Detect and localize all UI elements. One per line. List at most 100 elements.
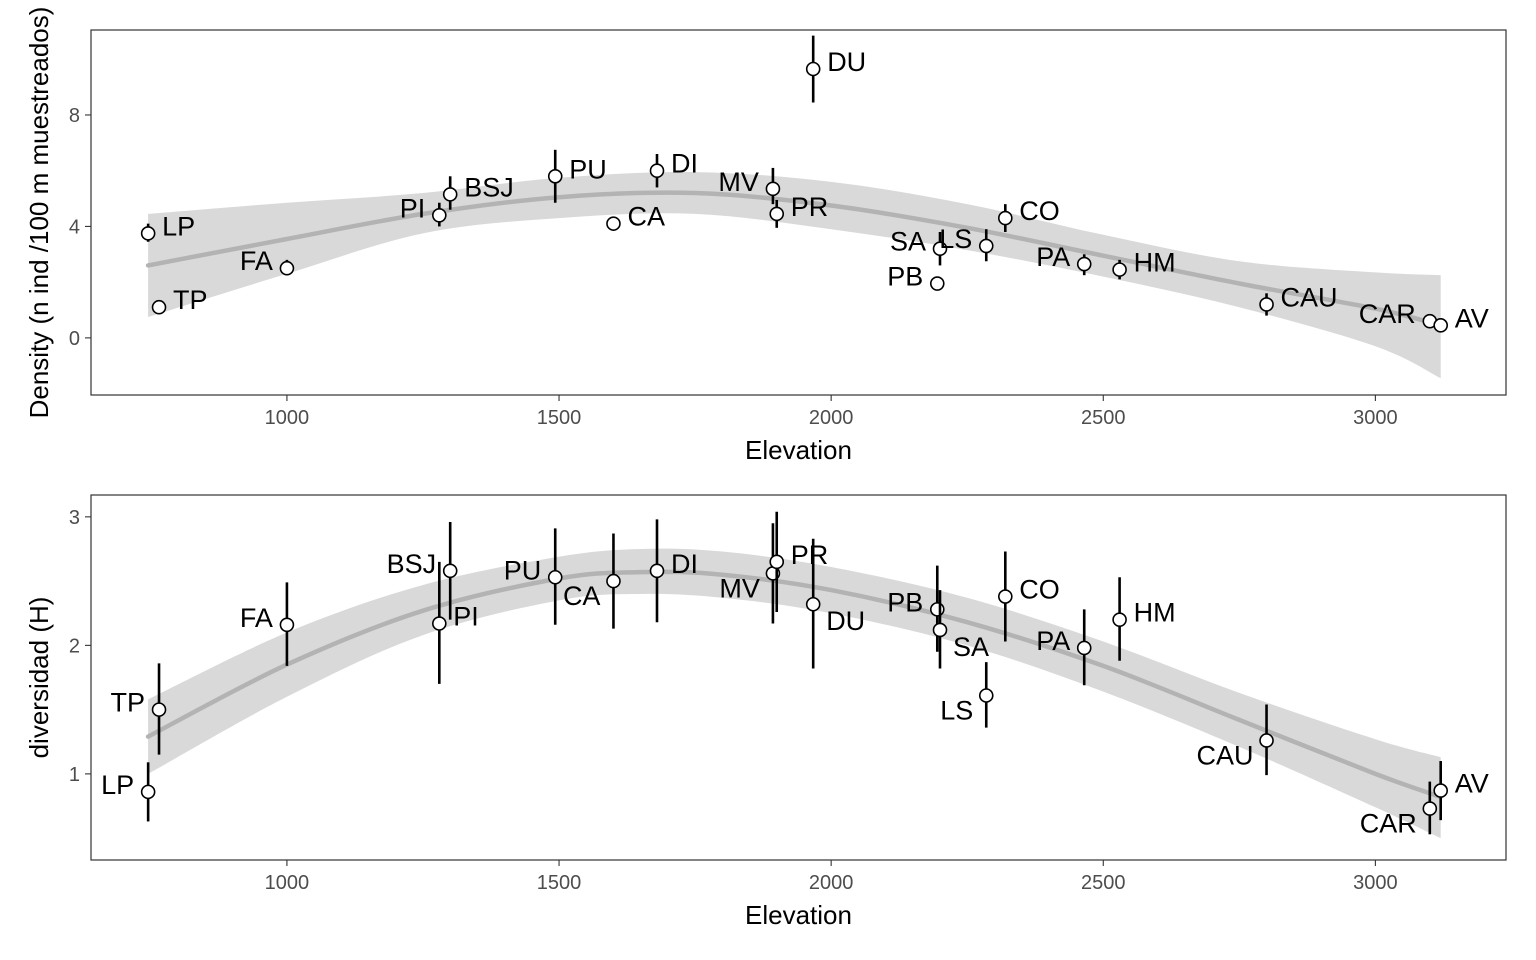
point-label: LP (101, 770, 134, 800)
data-point-fa (279, 617, 295, 633)
data-point-ca (606, 573, 621, 589)
data-point-du (805, 596, 821, 612)
point-label: SA (890, 227, 926, 257)
density-panel: 1000 1500 2000 2500 3000 0 4 8 Elevation Density … (24, 7, 1507, 465)
data-point-pi (432, 207, 447, 223)
data-point-av (1433, 783, 1448, 798)
data-point-ca (606, 216, 621, 231)
x-tick-label: 1000 (265, 407, 310, 429)
data-point-ls (978, 688, 994, 703)
data-point-lp (140, 226, 156, 241)
data-point-lp (140, 784, 156, 800)
y-tick-label: 3 (69, 507, 80, 529)
data-point-pa (1076, 256, 1092, 272)
point-label: CAR (1360, 809, 1417, 839)
point-label: PU (569, 154, 607, 184)
point-label: CA (563, 581, 601, 611)
point-label: PR (791, 540, 829, 570)
trend-line (145, 190, 1443, 328)
point-label: LS (940, 695, 973, 725)
point-label: PB (887, 262, 923, 292)
point-label: AV (1455, 769, 1489, 799)
plot-panel (90, 494, 1507, 861)
point-label: LP (162, 211, 195, 241)
data-point-pb (929, 602, 945, 617)
point-label: MV (718, 167, 759, 197)
x-axis-title: Elevation (745, 900, 852, 930)
data-point-cau (1259, 733, 1274, 748)
confidence-band (148, 171, 1441, 379)
y-tick-label: 2 (69, 635, 80, 657)
data-point-tp (151, 299, 167, 315)
point-label: PI (400, 193, 426, 223)
point-label: FA (240, 603, 273, 633)
x-tick-label: 1000 (265, 872, 310, 894)
data-point-sa (932, 622, 948, 638)
data-point-bsj (442, 187, 458, 202)
data-point-cau (1259, 297, 1274, 312)
x-tick-label: 2500 (1081, 407, 1126, 429)
point-label: PA (1036, 242, 1070, 272)
y-axis-title: Density (n ind /100 m muestreados) (24, 7, 54, 419)
data-point-pr (769, 206, 785, 222)
point-label: CA (627, 202, 665, 232)
point-label: PB (887, 587, 923, 617)
data-point-co (998, 589, 1013, 604)
point-label: CO (1019, 196, 1059, 226)
point-label: LS (939, 224, 972, 254)
point-label: MV (719, 573, 760, 603)
point-label: TP (111, 688, 146, 718)
x-tick-label: 2000 (809, 872, 854, 894)
data-point-mv (765, 181, 781, 197)
data-point-hm (1112, 262, 1127, 277)
point-label: HM (1134, 248, 1176, 278)
point-label: BSJ (464, 172, 514, 202)
point-label: PR (791, 192, 829, 222)
point-label: CAU (1197, 740, 1254, 770)
point-label: TP (173, 285, 208, 315)
data-point-car (1422, 801, 1438, 816)
y-tick-label: 0 (69, 328, 80, 350)
data-point-du (805, 61, 821, 77)
data-point-pa (1076, 640, 1092, 656)
point-label: DU (827, 47, 866, 77)
data-point-pb (929, 276, 945, 291)
data-point-hm (1112, 612, 1127, 627)
point-label: CAU (1281, 282, 1338, 312)
data-point-pi (432, 616, 447, 631)
data-point-fa (279, 260, 295, 276)
y-tick-label: 1 (69, 764, 80, 786)
data-point-pu (547, 168, 563, 184)
point-label: BSJ (387, 549, 437, 579)
x-tick-label: 2500 (1081, 872, 1126, 894)
point-label: CAR (1359, 299, 1416, 329)
data-point-co (998, 210, 1013, 226)
diversity-panel: 1000 1500 2000 2500 3000 1 2 3 Elevation diversid… (24, 494, 1507, 930)
point-label: DU (826, 606, 865, 636)
trend-line (145, 569, 1443, 800)
y-tick-label: 4 (69, 216, 80, 238)
data-point-di (649, 163, 665, 179)
x-axis-title: Elevation (745, 435, 852, 465)
point-label: DI (671, 149, 698, 179)
x-tick-label: 3000 (1353, 872, 1398, 894)
data-point-ls (978, 238, 994, 254)
point-label: PA (1036, 626, 1070, 656)
y-axis-title: diversidad (H) (24, 597, 54, 759)
x-tick-label: 1500 (537, 407, 582, 429)
data-point-av (1433, 318, 1448, 333)
data-point-di (649, 563, 665, 579)
data-point-bsj (442, 563, 458, 579)
point-label: PI (453, 602, 479, 632)
point-label: PU (504, 555, 542, 585)
point-label: CO (1019, 575, 1059, 605)
data-point-pu (547, 569, 563, 585)
x-tick-label: 1500 (537, 872, 582, 894)
confidence-band (148, 548, 1441, 839)
point-label: DI (671, 549, 698, 579)
x-tick-label: 3000 (1353, 407, 1398, 429)
point-label: SA (953, 632, 989, 662)
data-point-sa (932, 241, 948, 257)
